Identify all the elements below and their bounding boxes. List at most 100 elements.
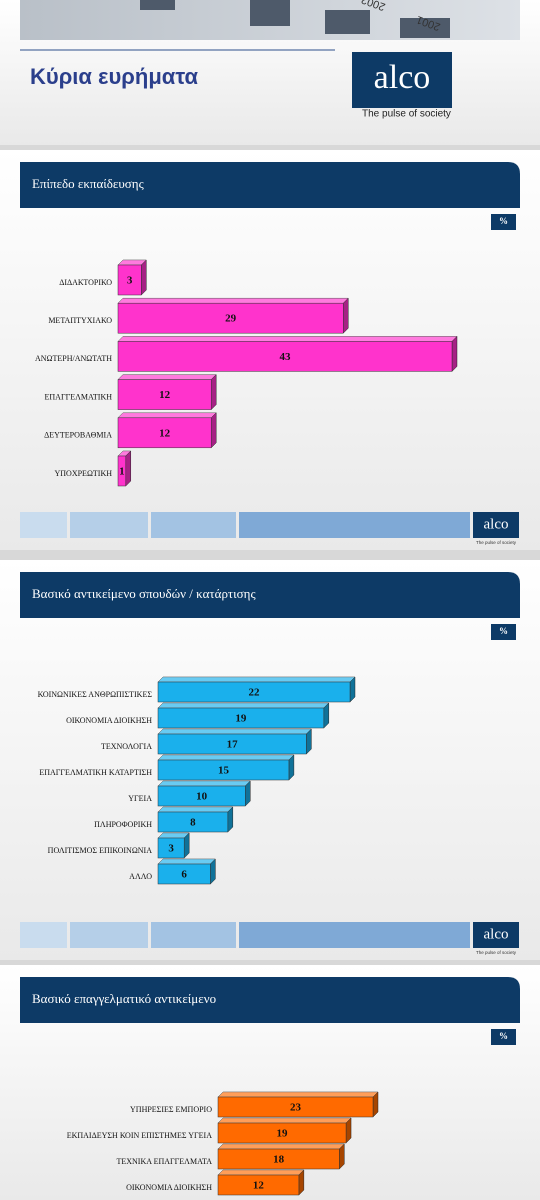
bar-front xyxy=(157,707,325,729)
value-label: 3 xyxy=(168,843,174,855)
unit-badge xyxy=(491,214,516,230)
bar-side-shade xyxy=(184,833,190,858)
unit-badge xyxy=(491,624,516,640)
category-label: ΟΙΚΟΝΟΜΙΑ ΔΙΟΙΚΗΣΗ xyxy=(66,716,152,725)
bar-side-shade xyxy=(306,729,312,754)
bar-side-shade xyxy=(373,1092,378,1117)
bar-front xyxy=(117,455,127,487)
bar xyxy=(117,335,458,373)
bar-side-shade xyxy=(288,755,294,780)
bar-front xyxy=(117,417,212,449)
bar-top-shade xyxy=(158,807,233,812)
bar-front xyxy=(157,785,246,807)
category-label: ΥΠΟΧΡΕΩΤΙΚΗ xyxy=(55,469,113,478)
bar-top-shade xyxy=(118,260,147,265)
bar xyxy=(157,780,251,807)
bar-side-shade xyxy=(125,451,131,486)
unit-label: % xyxy=(499,1031,508,1041)
bar-top-shade xyxy=(218,1092,378,1097)
footer-strip xyxy=(70,922,148,948)
bar-side-shade xyxy=(210,859,216,884)
value-label: 12 xyxy=(159,427,171,439)
slide-title: Βασικό επαγγελματικό αντικείμενο xyxy=(32,991,216,1006)
bar xyxy=(117,297,349,334)
bar-front xyxy=(157,811,229,833)
footer-strip xyxy=(239,922,470,948)
category-label: ΑΝΩΤΕΡΗ/ΑΝΩΤΑΤΗ xyxy=(35,354,112,363)
bar-front xyxy=(217,1096,374,1118)
bar-side-shade xyxy=(350,677,355,702)
value-label: 22 xyxy=(249,687,261,699)
bar-top-shade xyxy=(158,781,251,786)
category-label: ΟΙΚΟΝΟΜΙΑ ΔΙΟΙΚΗΣΗ xyxy=(126,1183,212,1192)
category-label: ΕΚΠΑΙΔΕΥΣΗ ΚΟΙΝ ΕΠΙΣΤΗΜΕΣ ΥΓΕΙΑ xyxy=(67,1131,213,1140)
bar xyxy=(217,1169,305,1196)
header: 2002 2001 Κύρια ευρήματα alco The pulse … xyxy=(0,0,540,145)
category-label: ΑΛΛΟ xyxy=(129,872,152,881)
bar-side-shade xyxy=(323,703,329,728)
bar xyxy=(157,858,216,885)
bar xyxy=(157,754,295,781)
bar-side-shade xyxy=(245,781,251,806)
bar-front xyxy=(117,302,344,334)
bar-side-shade xyxy=(346,1118,352,1143)
footer-strip xyxy=(70,512,148,538)
bar-front xyxy=(157,837,185,859)
bar-side-shade xyxy=(298,1170,304,1195)
footer-strip xyxy=(151,512,236,538)
value-label: 12 xyxy=(159,389,171,401)
bar xyxy=(217,1143,345,1170)
bar-top-shade xyxy=(158,833,190,838)
bar-top-shade xyxy=(158,729,312,734)
footer-logo-name: alco xyxy=(484,926,509,942)
logo-name: alco xyxy=(374,59,431,96)
bar-side-shade xyxy=(343,298,349,334)
photo-block xyxy=(400,18,450,38)
bar-top-shade xyxy=(118,412,217,418)
bar xyxy=(217,1117,352,1144)
category-label: ΚΟΙΝΩΝΙΚΕΣ ΑΝΘΡΩΠΙΣΤΙΚΕΣ xyxy=(38,690,153,699)
slide-title: Επίπεδο εκπαίδευσης xyxy=(32,176,145,191)
bar-top-shade xyxy=(118,336,457,342)
bar-front xyxy=(117,264,142,296)
bar-front xyxy=(217,1122,347,1144)
bar-top-shade xyxy=(158,677,355,682)
bar-side-shade xyxy=(211,412,217,448)
footer-logo-name: alco xyxy=(484,516,509,532)
value-label: 1 xyxy=(119,466,125,478)
value-label: 3 xyxy=(127,275,133,287)
slide-title-bar xyxy=(20,162,520,208)
photo-block xyxy=(325,10,370,34)
bar-front xyxy=(157,733,307,755)
bar-top-shade xyxy=(158,703,329,708)
slide-title-bar xyxy=(20,977,520,1023)
footer-logo-box xyxy=(473,512,519,538)
unit-badge xyxy=(491,1029,516,1045)
footer-logo-tagline: The pulse of society xyxy=(476,950,517,955)
logo-box xyxy=(352,52,452,108)
bar xyxy=(217,1091,379,1118)
footer-strip xyxy=(20,512,67,538)
footer-strip xyxy=(239,512,470,538)
category-label: ΥΠΗΡΕΣΙΕΣ ΕΜΠΟΡΙΟ xyxy=(130,1105,212,1114)
slide-title: Βασικό αντικείμενο σπουδών / κατάρτισης xyxy=(32,586,256,601)
bar xyxy=(157,832,190,859)
bar-front xyxy=(157,863,211,885)
value-label: 29 xyxy=(225,313,237,325)
value-label: 17 xyxy=(227,739,239,751)
bar-front xyxy=(157,759,290,781)
bar-side-shade xyxy=(452,336,457,372)
unit-label: % xyxy=(499,626,508,636)
bar xyxy=(157,728,312,755)
category-label: ΤΕΧΝΙΚΑ ΕΠΑΓΓΕΛΜΑΤΑ xyxy=(116,1157,212,1166)
photo-block xyxy=(140,0,175,10)
bar-top-shade xyxy=(158,755,294,760)
category-label: ΠΟΛΙΤΙΣΜΟΣ ΕΠΙΚΟΙΝΩΝΙΑ xyxy=(48,846,153,855)
bar xyxy=(117,412,217,449)
slide-title-bar xyxy=(20,572,520,618)
bar-top-shade xyxy=(118,451,131,456)
bar xyxy=(117,259,147,296)
bar-top-shade xyxy=(118,374,217,380)
bar-side-shade xyxy=(141,260,147,295)
